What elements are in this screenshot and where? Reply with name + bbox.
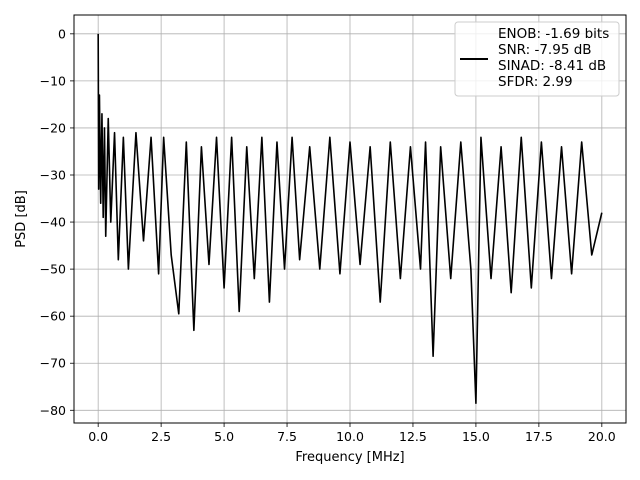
y-axis-label: PSD [dB] (14, 190, 29, 248)
legend-box (454, 21, 620, 97)
legend-entry-sinad: SINAD: -8.41 dB (498, 58, 606, 74)
y-tick-label: −20 (40, 120, 66, 135)
x-tick-label: 20.0 (588, 429, 616, 444)
legend-entry-snr: SNR: -7.95 dB (498, 42, 592, 58)
y-tick-label: −10 (40, 73, 66, 88)
x-tick-label: 0.0 (88, 429, 108, 444)
y-tick-label: −50 (40, 262, 66, 277)
legend-entry-sfdr: SFDR: 2.99 (498, 74, 573, 90)
x-tick-label: 17.5 (525, 429, 553, 444)
y-tick-label: −70 (40, 356, 66, 371)
y-axis-ticks: 0 −10 −20 −30 −40 −50 −60 −70 −80 (40, 26, 74, 418)
psd-series-line (97, 33, 603, 405)
legend-entry-enob: ENOB: -1.69 bits (498, 26, 609, 42)
y-tick-label: −80 (40, 403, 66, 418)
x-tick-label: 5.0 (214, 429, 234, 444)
legend: ENOB: -1.69 bits SNR: -7.95 dB SINAD: -8… (454, 21, 620, 97)
x-tick-label: 7.5 (277, 429, 297, 444)
y-tick-label: 0 (58, 26, 66, 41)
plot-area (97, 33, 603, 405)
x-tick-label: 2.5 (151, 429, 171, 444)
x-axis-label: Frequency [MHz] (295, 450, 404, 465)
y-tick-label: −30 (40, 168, 66, 183)
x-tick-label: 15.0 (462, 429, 490, 444)
x-tick-label: 10.0 (336, 429, 364, 444)
y-tick-label: −60 (40, 309, 66, 324)
y-tick-label: −40 (40, 215, 66, 230)
x-tick-label: 12.5 (399, 429, 427, 444)
x-axis-ticks: 0.0 2.5 5.0 7.5 10.0 12.5 15.0 17.5 20.0 (88, 423, 616, 444)
